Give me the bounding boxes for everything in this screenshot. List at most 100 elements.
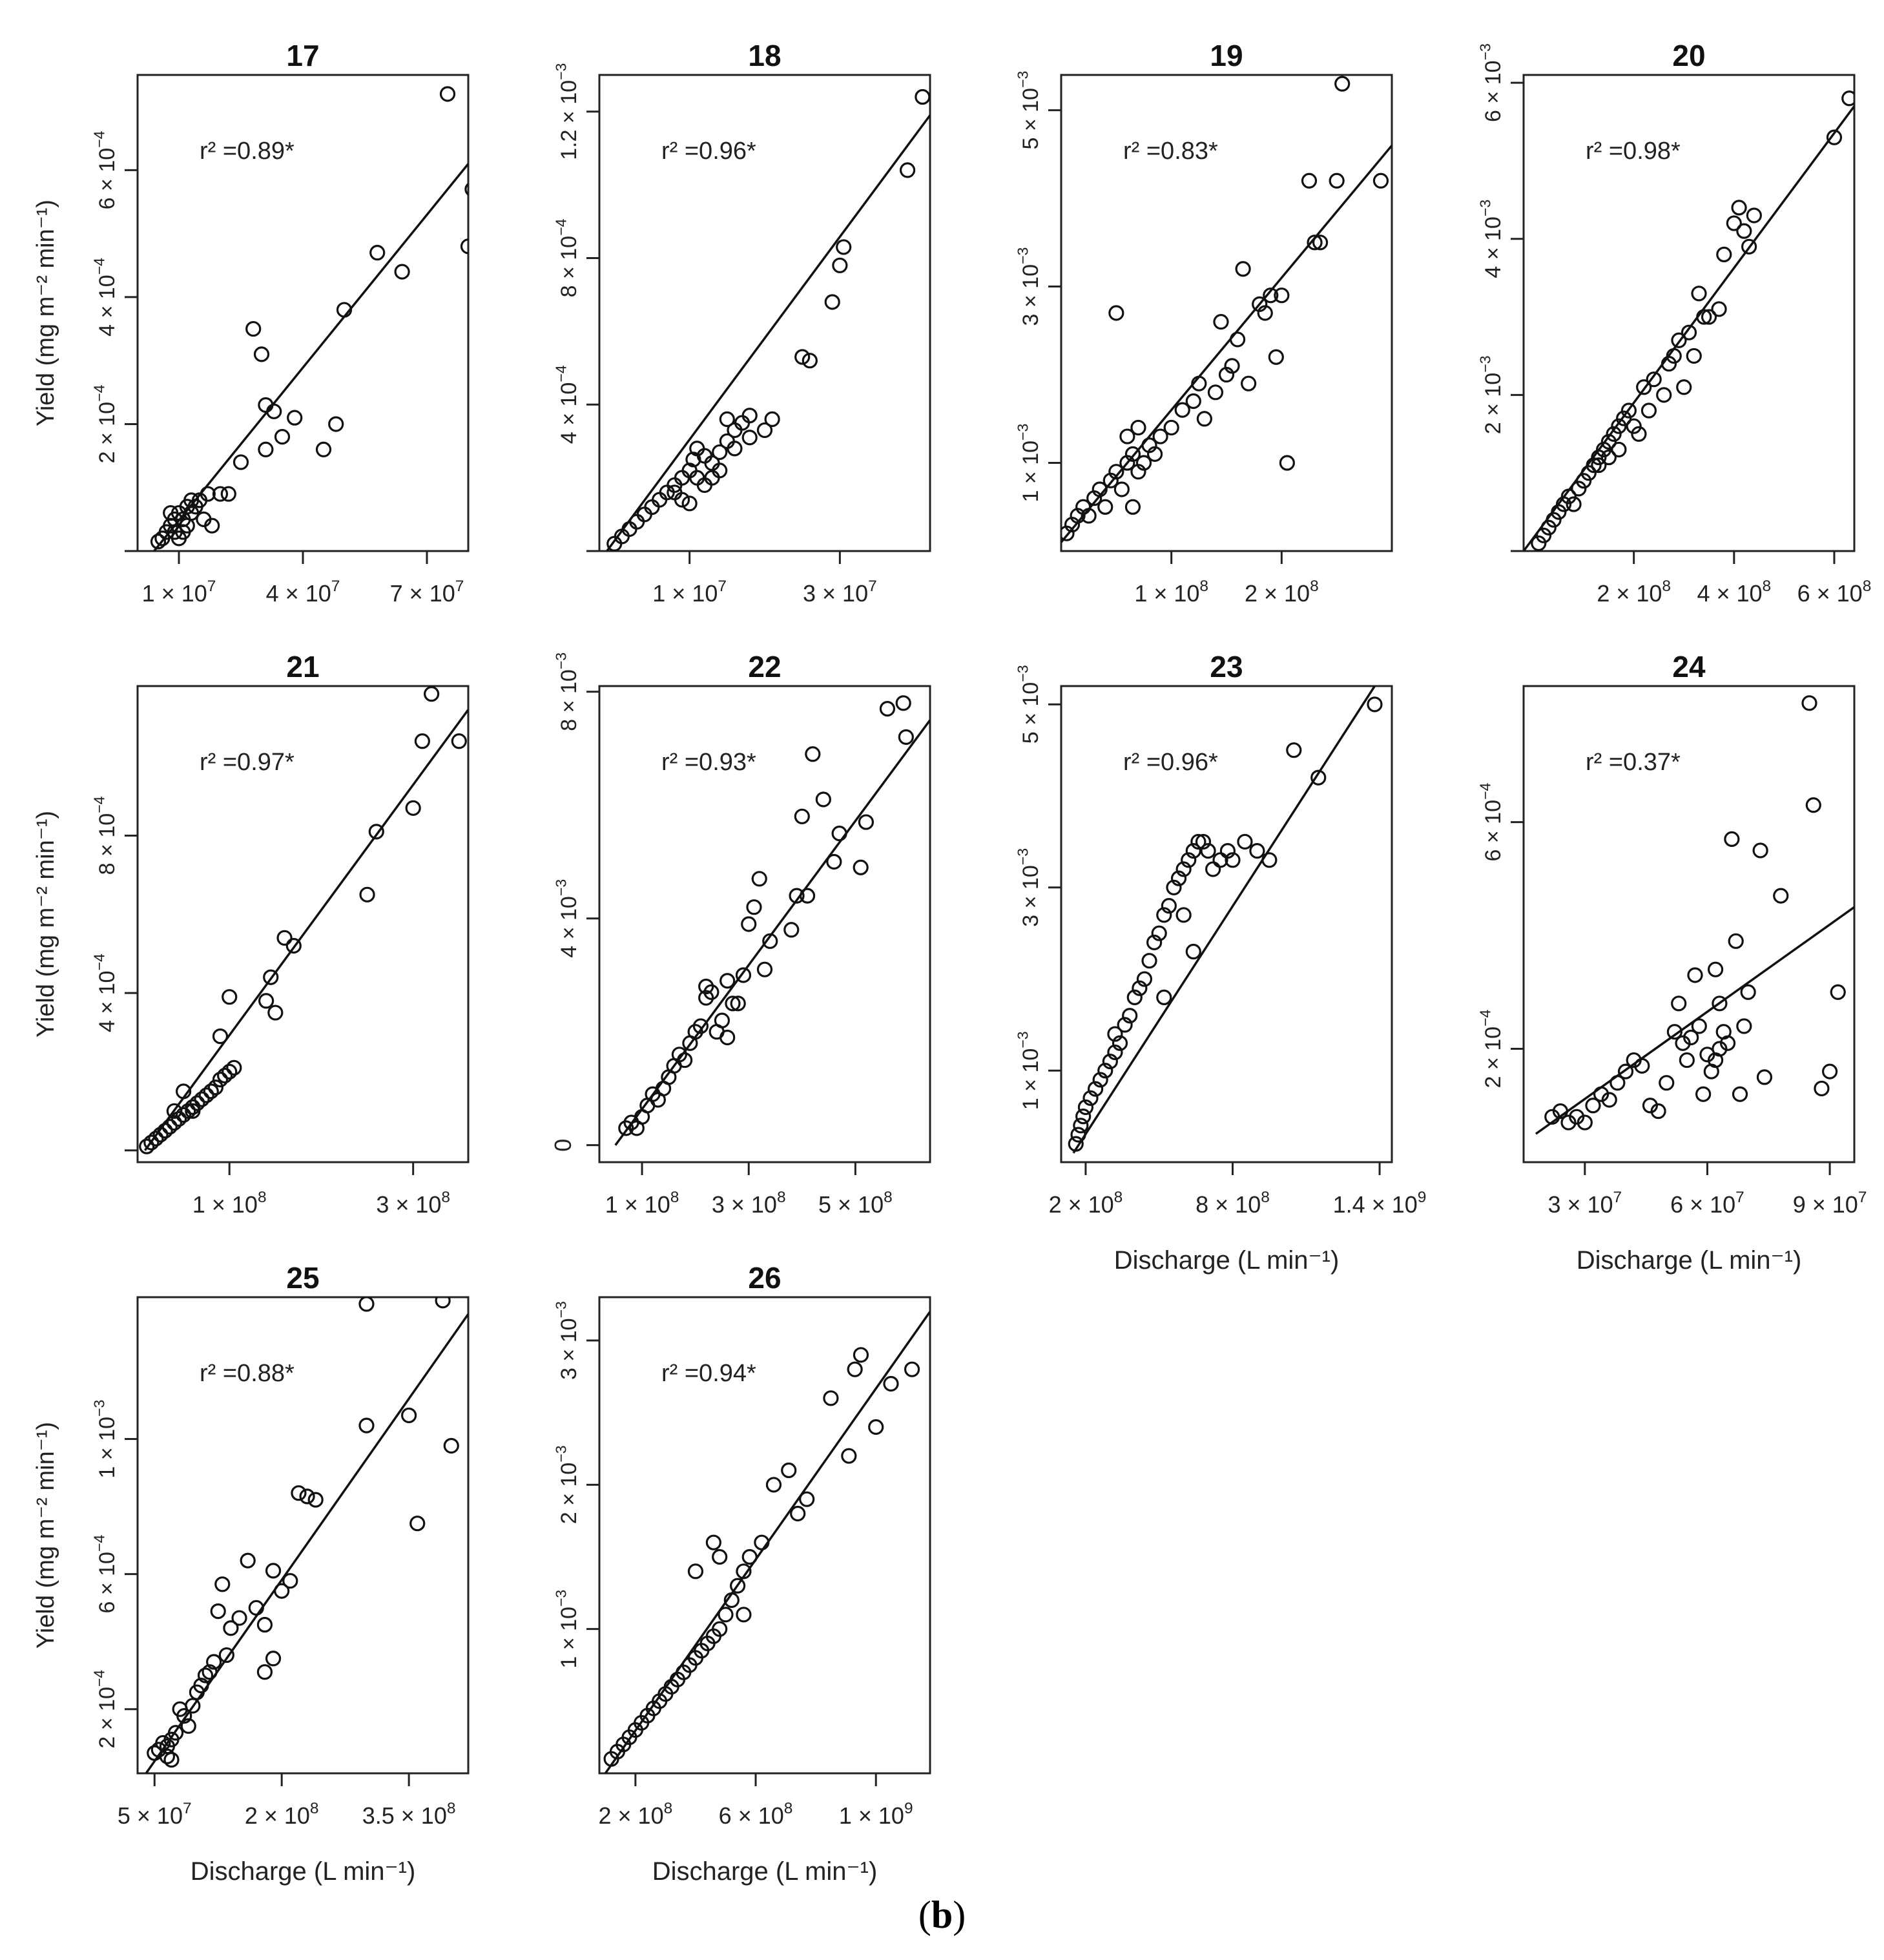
data-point [439, 86, 456, 102]
data-point [1225, 852, 1241, 868]
y-tick-label: 2 × 10−3 [553, 1445, 581, 1524]
data-point [1646, 371, 1662, 388]
data-point [1170, 870, 1187, 886]
data-point [1591, 449, 1607, 466]
data-point [1141, 953, 1157, 969]
data-point [1821, 1063, 1838, 1079]
data-point [274, 1583, 290, 1599]
data-point [200, 486, 216, 502]
data-point [265, 1563, 282, 1579]
data-point [799, 1491, 815, 1507]
y-tick-label: 2 × 10−4 [91, 1670, 119, 1749]
data-point [394, 264, 410, 280]
data-point [424, 686, 440, 702]
data-point [735, 967, 752, 983]
data-point [1636, 379, 1652, 395]
data-point [148, 1131, 164, 1147]
data-point [677, 1052, 693, 1069]
data-point [1310, 769, 1327, 786]
data-point [189, 1095, 205, 1111]
data-point [1540, 519, 1557, 536]
data-point [783, 922, 800, 938]
data-point [175, 524, 191, 540]
data-point [152, 1127, 169, 1143]
data-point [1600, 433, 1617, 450]
data-point [1535, 527, 1552, 543]
y-tick-label: 4 × 10−4 [553, 365, 581, 444]
data-point [741, 916, 757, 932]
x-tick-label: 6 × 107 [1670, 1189, 1744, 1218]
data-point [898, 729, 914, 745]
x-tick-label: 6 × 108 [1797, 578, 1872, 607]
data-point [204, 517, 220, 534]
y-tick-label: 2 × 10−3 [1477, 355, 1506, 434]
data-point [1367, 696, 1383, 713]
data-point [805, 746, 821, 762]
data-point [719, 411, 735, 428]
data-point [220, 486, 236, 502]
plot-frame [598, 74, 931, 552]
data-point [1728, 933, 1744, 949]
data-point [1261, 852, 1278, 868]
data-point [1666, 1024, 1682, 1040]
data-point [451, 733, 467, 749]
data-point [212, 1028, 229, 1045]
data-point [868, 1419, 884, 1435]
panel-title: 25 [286, 1261, 319, 1295]
data-point [1716, 246, 1732, 262]
data-point [644, 499, 660, 516]
data-point [222, 1063, 238, 1080]
data-point [1531, 535, 1547, 551]
panel-21: 21 r² =0.97* 1 × 108 3 × 108 4 × 10−4 8 × 10−… [32, 650, 470, 1218]
data-point [1661, 355, 1677, 372]
x-tick-label: 2 × 108 [245, 1800, 319, 1829]
y-tick-label: 4 × 10−3 [553, 879, 581, 958]
y-tick-label: 0 [550, 1139, 576, 1152]
regression-line [143, 709, 468, 1151]
data-point [1601, 1092, 1617, 1108]
data-point [256, 1664, 273, 1680]
data-point [629, 514, 645, 530]
panel-18: 18 r² =0.96* 1 × 107 3 × 107 4 × 10−4 8 × 10−… [553, 39, 931, 607]
data-point [1724, 831, 1740, 847]
data-point [265, 1651, 282, 1667]
data-point [1229, 331, 1246, 348]
data-point [1726, 215, 1742, 231]
data-point [212, 1071, 229, 1088]
data-point [1190, 833, 1206, 850]
data-point [1161, 898, 1177, 914]
data-point [282, 1572, 298, 1589]
data-point [1136, 971, 1153, 987]
data-point [1146, 446, 1163, 462]
data-point [1268, 349, 1284, 365]
figure-label-close: ) [953, 1893, 966, 1936]
data-point [1068, 1136, 1084, 1152]
data-point [245, 320, 262, 337]
data-point [832, 257, 848, 273]
y-tick-label: 8 × 10−3 [553, 652, 581, 731]
data-point [240, 1552, 256, 1569]
data-point [464, 182, 468, 196]
data-point [1152, 428, 1168, 444]
data-point [1132, 980, 1148, 996]
panel-title: 26 [748, 1261, 781, 1295]
data-point [194, 1091, 210, 1107]
y-tick-label: 8 × 10−4 [91, 796, 119, 875]
data-point [1075, 1109, 1092, 1125]
data-point [358, 1297, 375, 1312]
data-point [1620, 402, 1637, 419]
x-tick-label: 4 × 108 [1697, 578, 1771, 607]
x-tick-label: 1 × 108 [605, 1189, 679, 1218]
data-point [1166, 879, 1182, 895]
data-point [794, 808, 810, 824]
x-tick-label: 2 × 108 [599, 1800, 673, 1829]
data-point [712, 463, 728, 479]
data-point [730, 996, 746, 1012]
data-point [718, 1607, 734, 1623]
data-point [163, 1751, 180, 1768]
y-tick-label: 8 × 10−4 [553, 218, 581, 297]
data-point [1257, 305, 1273, 321]
data-point [836, 239, 852, 255]
data-point [1237, 833, 1253, 850]
data-point [369, 245, 386, 261]
